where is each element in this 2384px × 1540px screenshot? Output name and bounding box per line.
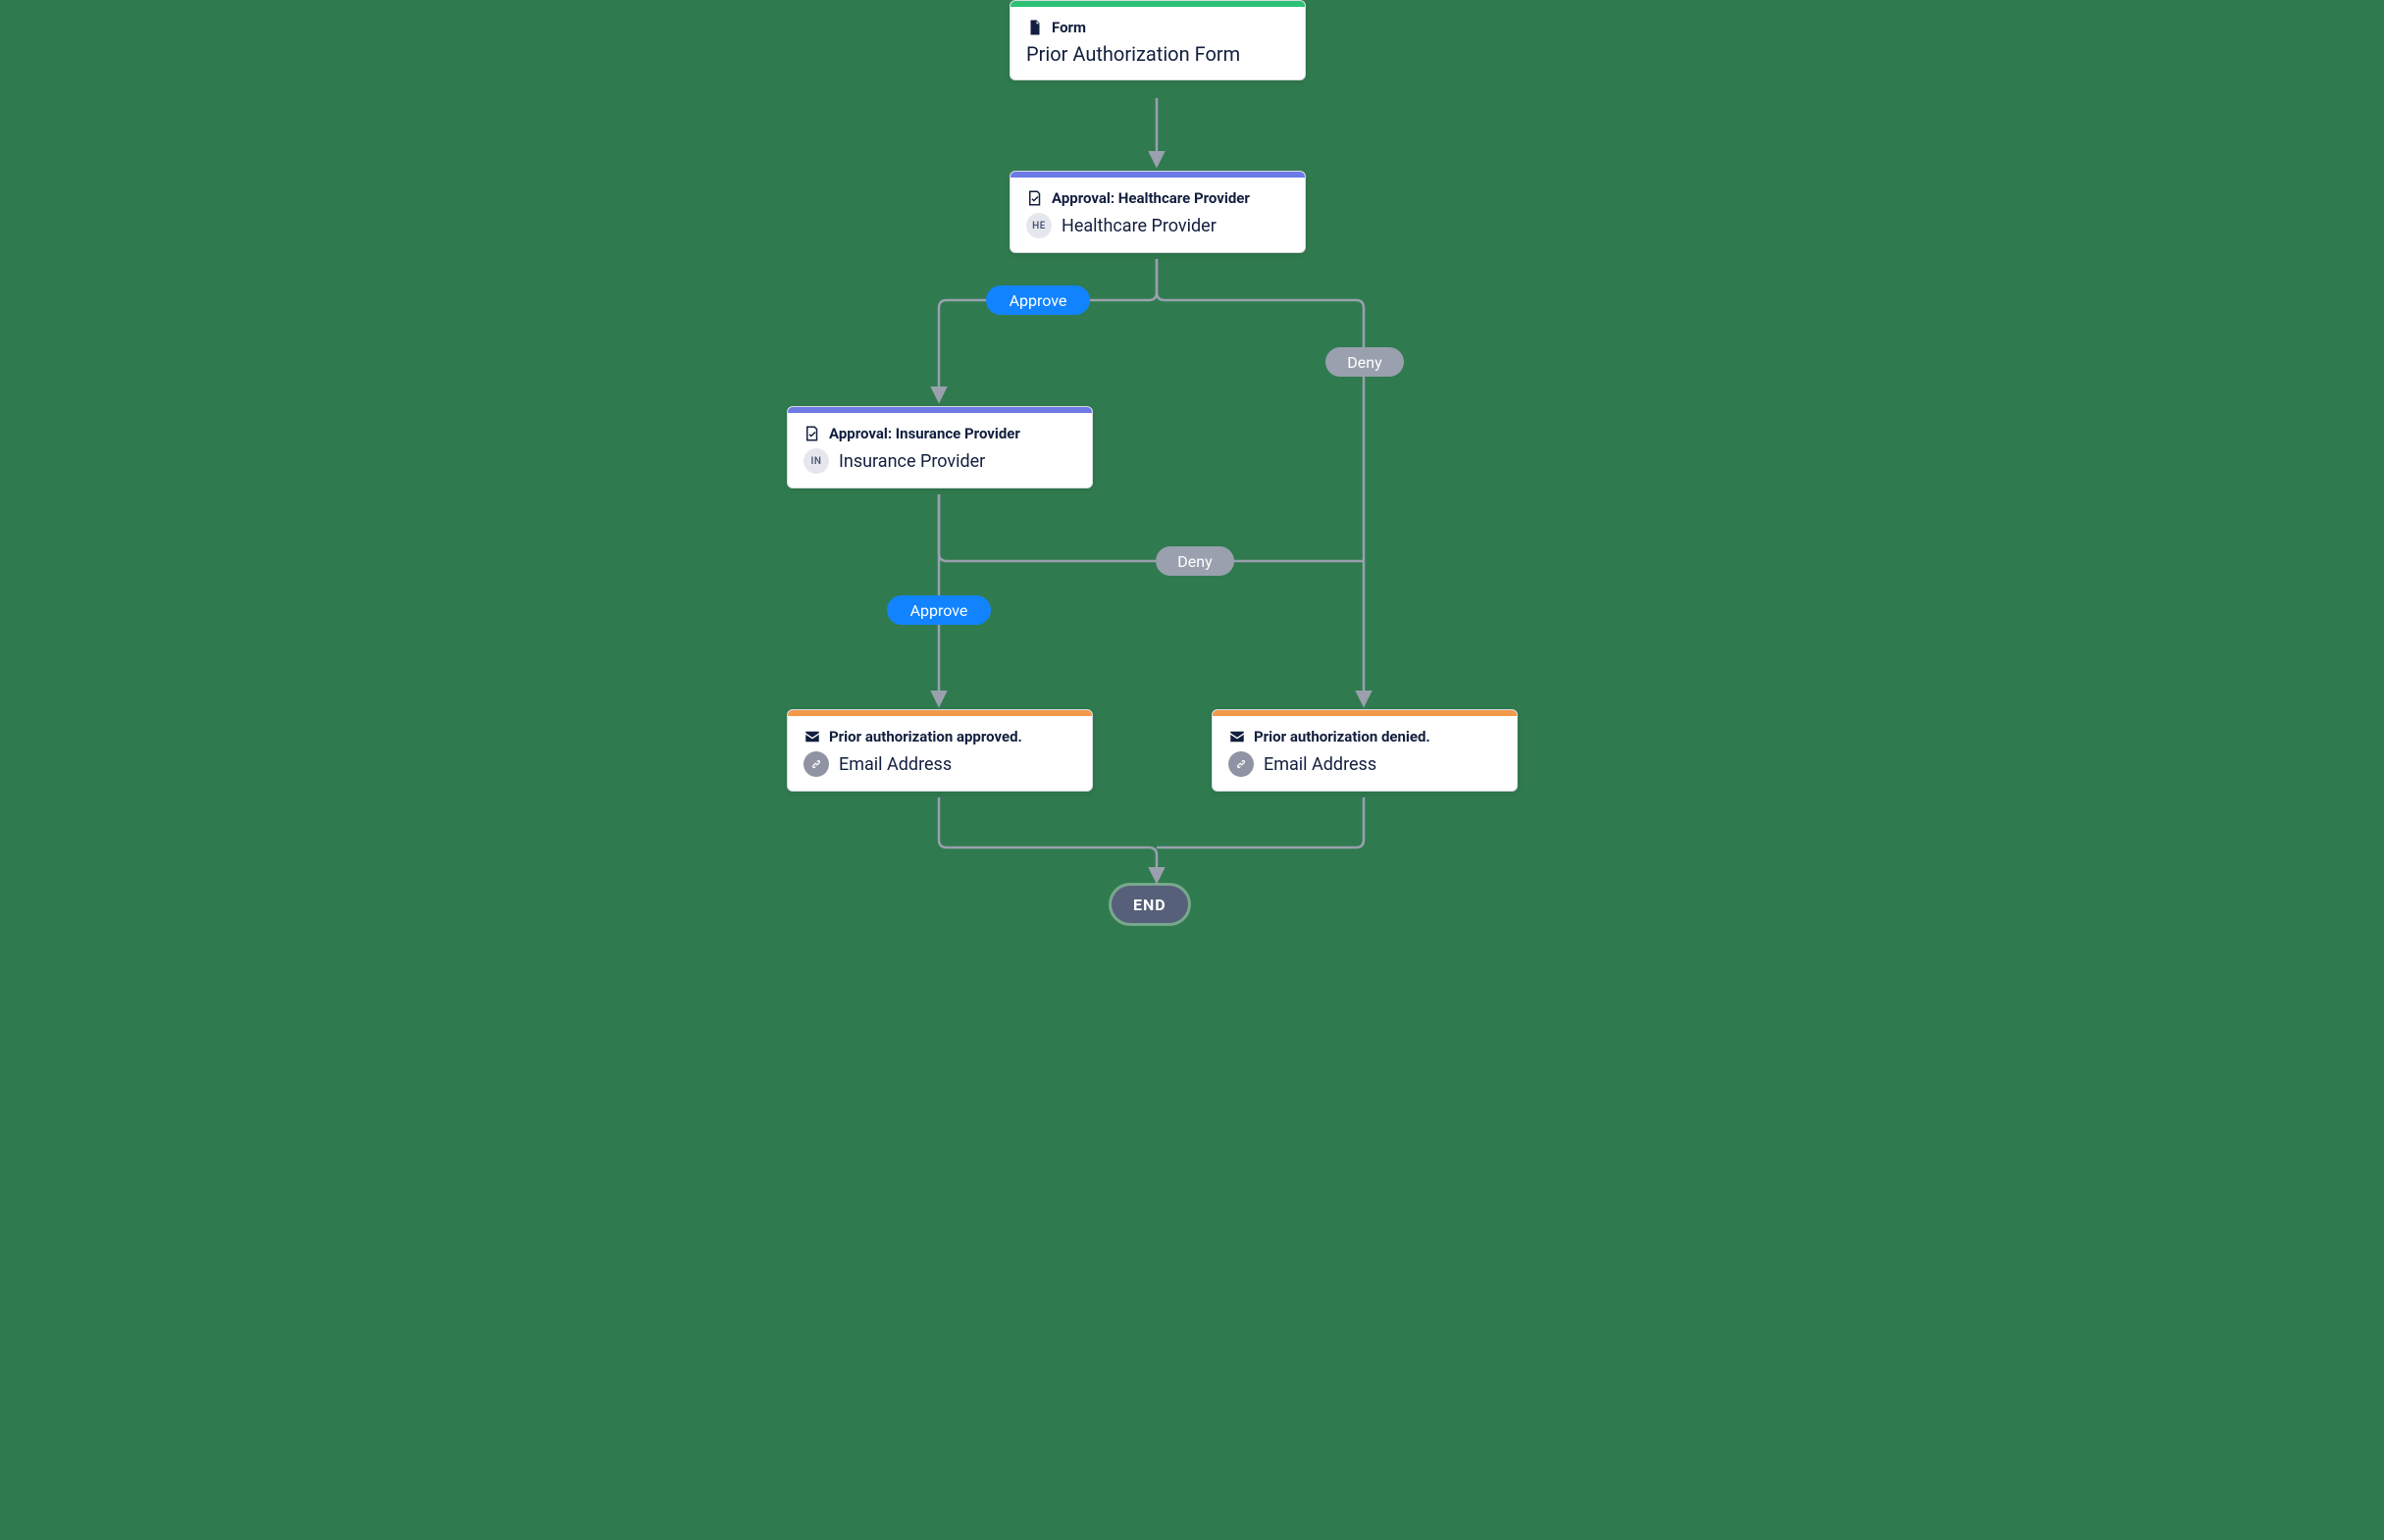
node-email-denied[interactable]: Prior authorization denied. Email Addres… [1212,709,1518,792]
edge-label-approve: Approve [986,285,1090,315]
mail-icon [803,728,821,745]
link-icon [1228,751,1254,777]
avatar: HE [1026,213,1052,238]
avatar: IN [803,448,829,474]
approval-icon [1026,189,1044,207]
node-subtitle: Healthcare Provider [1062,216,1217,236]
node-form[interactable]: Form Prior Authorization Form [1010,0,1306,80]
node-header: Form [1026,19,1289,36]
edge-label-deny: Deny [1156,546,1234,576]
node-approval-healthcare[interactable]: Approval: Healthcare Provider HE Healthc… [1010,171,1306,253]
edge-label-deny: Deny [1325,347,1404,377]
node-header-text: Prior authorization approved. [829,728,1022,745]
node-header: Approval: Healthcare Provider [1026,189,1289,207]
node-approval-insurance[interactable]: Approval: Insurance Provider IN Insuranc… [787,406,1093,488]
node-header: Approval: Insurance Provider [803,425,1076,442]
end-node: END [1112,886,1188,923]
node-header-text: Form [1052,19,1086,36]
node-subtitle: Email Address [1264,754,1376,775]
edge-label-approve: Approve [887,595,991,625]
node-subtitle: Email Address [839,754,952,775]
node-subtitle: Insurance Provider [839,451,985,472]
node-header: Prior authorization approved. [803,728,1076,745]
approval-icon [803,425,821,442]
mail-icon [1228,728,1246,745]
node-header-text: Approval: Insurance Provider [829,425,1020,442]
edges-layer [476,0,1908,927]
flowchart-canvas: Form Prior Authorization Form Approval: … [476,0,1908,927]
node-header: Prior authorization denied. [1228,728,1501,745]
node-header-text: Prior authorization denied. [1254,728,1430,745]
document-icon [1026,19,1044,36]
link-icon [803,751,829,777]
node-title: Prior Authorization Form [1026,42,1289,66]
node-header-text: Approval: Healthcare Provider [1052,189,1250,207]
node-email-approved[interactable]: Prior authorization approved. Email Addr… [787,709,1093,792]
